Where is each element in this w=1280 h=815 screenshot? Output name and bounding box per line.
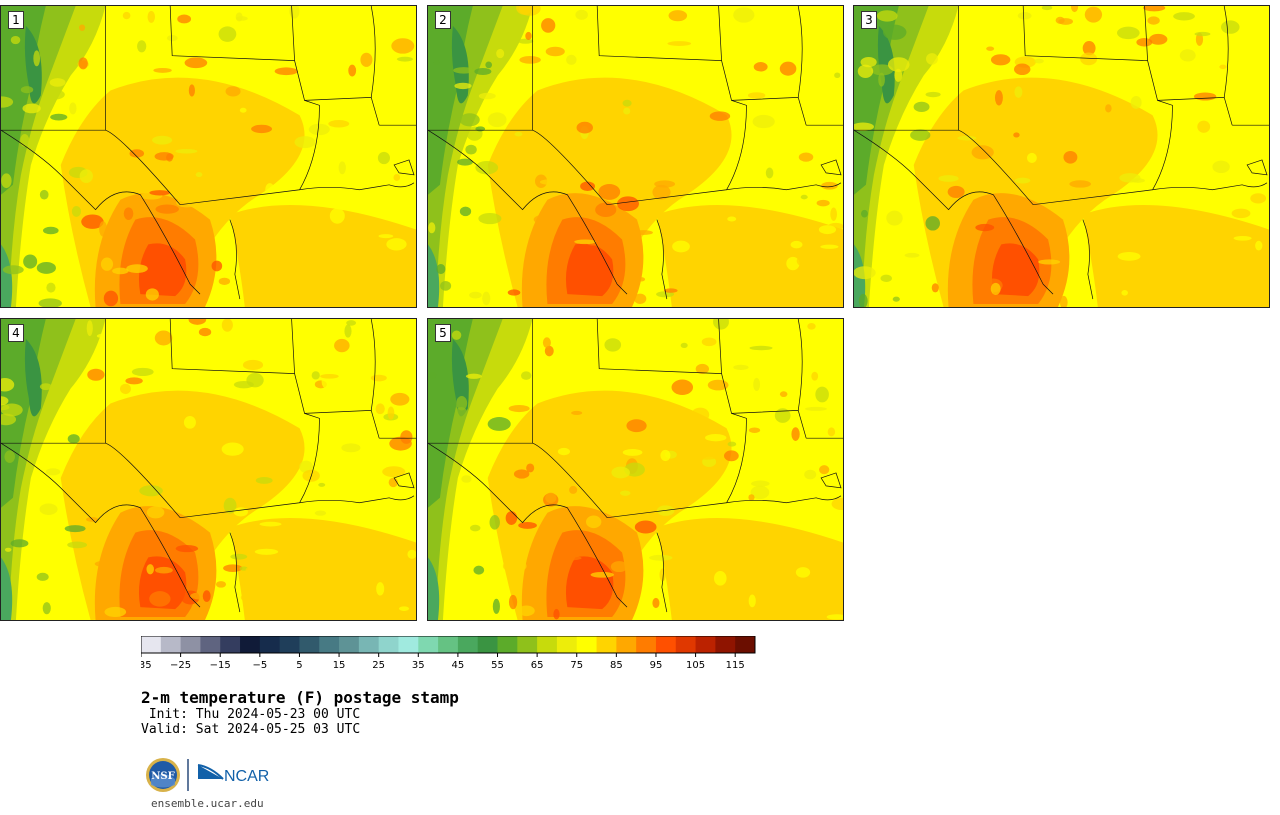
panel-label-5: 5 (435, 324, 451, 342)
colorbar-tick-label: 115 (726, 660, 745, 671)
colorbar-segment (576, 636, 598, 653)
figure-title: 2-m temperature (F) postage stamp (141, 688, 459, 707)
colorbar-tick-label: 45 (452, 660, 465, 671)
temperature-map-1 (1, 6, 416, 307)
colorbar-segment (339, 636, 360, 653)
colorbar-segment (735, 636, 756, 653)
colorbar-segment (517, 636, 538, 653)
colorbar-tick-label: −15 (210, 660, 231, 671)
colorbar-segment (497, 636, 518, 653)
colorbar-tick-label: 5 (296, 660, 302, 671)
colorbar-segment (636, 636, 657, 653)
colorbar-segment (556, 636, 578, 653)
panel-label-2: 2 (435, 11, 451, 29)
colorbar-segment (259, 636, 281, 653)
colorbar-segment (418, 636, 439, 653)
colorbar-segment (200, 636, 221, 653)
member-panel-2: 2 (427, 5, 844, 308)
colorbar-segment (299, 636, 320, 653)
colorbar-tick-label: −25 (170, 660, 191, 671)
colorbar-segment (180, 636, 201, 653)
colorbar-segment (715, 636, 736, 653)
member-panel-1: 1 (0, 5, 417, 308)
init-time: Init: Thu 2024-05-23 00 UTC (141, 707, 361, 722)
colorbar-segment (695, 636, 716, 653)
footer-url: ensemble.ucar.edu (151, 797, 264, 810)
colorbar: −35 −25 −15 −5 5 15 25 35 45 55 65 75 85 95 105 115 (141, 636, 761, 672)
member-panel-3: 3 (853, 5, 1270, 308)
temperature-map-3 (854, 6, 1269, 307)
svg-text:NSF: NSF (151, 771, 174, 782)
colorbar-segment (398, 636, 419, 653)
colorbar-segment (457, 636, 479, 653)
colorbar-tick-label: 35 (412, 660, 425, 671)
svg-text:NCAR: NCAR (224, 768, 269, 785)
member-panel-5: 5 (427, 318, 844, 621)
ncar-logo: NCAR (197, 764, 269, 785)
colorbar-segment (160, 636, 182, 653)
colorbar-segment (378, 636, 399, 653)
colorbar-tick-label: −35 (141, 660, 152, 671)
colorbar-tick-label: −5 (252, 660, 267, 671)
panel-label-4: 4 (8, 324, 24, 342)
colorbar-segment (358, 636, 380, 653)
colorbar-segment (477, 636, 499, 653)
colorbar-tick-label: 55 (491, 660, 504, 671)
panel-label-3: 3 (861, 11, 877, 29)
colorbar-tick-label: 75 (570, 660, 583, 671)
colorbar-segment (438, 636, 459, 653)
temperature-map-2 (428, 6, 843, 307)
logos: NSF NCAR (145, 757, 275, 793)
colorbar-segment (220, 636, 241, 653)
member-panel-4: 4 (0, 318, 417, 621)
colorbar-tick-label: 25 (372, 660, 385, 671)
colorbar-segment (240, 636, 261, 653)
temperature-map-4 (1, 319, 416, 620)
valid-time: Valid: Sat 2024-05-25 03 UTC (141, 722, 361, 737)
colorbar-segment (616, 636, 637, 653)
colorbar-segment (655, 636, 677, 653)
colorbar-segment (675, 636, 697, 653)
colorbar-scale: −35 −25 −15 −5 5 15 25 35 45 55 65 75 85 95 105 115 (141, 636, 756, 671)
panel-label-1: 1 (8, 11, 24, 29)
colorbar-tick-label: 15 (333, 660, 346, 671)
colorbar-segment (537, 636, 558, 653)
colorbar-tick-label: 85 (610, 660, 623, 671)
temperature-map-5 (428, 319, 843, 620)
nsf-logo: NSF (146, 758, 180, 792)
colorbar-segment (596, 636, 617, 653)
colorbar-segment (141, 636, 162, 653)
colorbar-tick-label: 95 (650, 660, 663, 671)
colorbar-tick-label: 65 (531, 660, 544, 671)
colorbar-segment (319, 636, 340, 653)
colorbar-tick-label: 105 (686, 660, 705, 671)
colorbar-segment (279, 636, 300, 653)
